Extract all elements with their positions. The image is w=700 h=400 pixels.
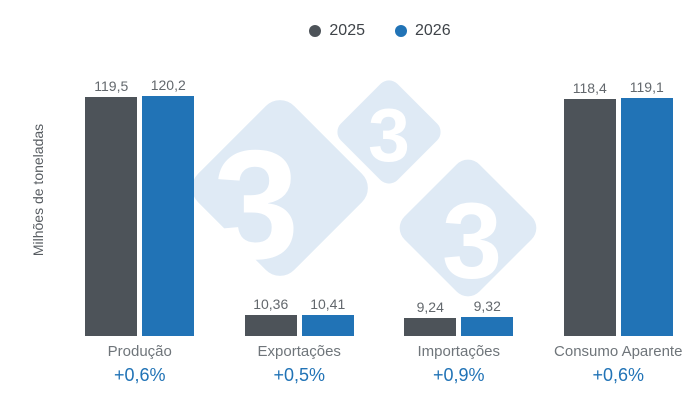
legend-item-2025: 2025 — [309, 22, 365, 39]
bar-column-2025: 118,4 — [563, 80, 616, 336]
y-axis-label: Milhões de toneladas — [30, 123, 46, 257]
bar-2026 — [142, 96, 195, 336]
bar-2025 — [244, 315, 297, 336]
bar-2026 — [620, 98, 673, 336]
bar-column-2025: 10,36 — [244, 296, 297, 336]
category-label: Importações — [417, 343, 501, 360]
legend-item-2026: 2026 — [395, 22, 451, 39]
bar-value-label: 119,5 — [94, 78, 129, 94]
bar-pair: 118,4 119,1 — [563, 79, 673, 336]
change-label: +0,6% — [592, 365, 645, 385]
bar-pair: 119,5 120,2 — [85, 77, 195, 336]
plot-area: 119,5 120,2 Produção +0,6% 10,36 10,41 Exporta… — [60, 55, 698, 386]
change-label: +0,5% — [273, 365, 326, 385]
bar-value-label: 118,4 — [572, 80, 607, 96]
bar-value-label: 119,1 — [629, 79, 664, 95]
bar-column-2026: 9,32 — [461, 298, 514, 336]
legend-label-2026: 2026 — [415, 22, 451, 39]
bar-2025 — [85, 97, 138, 336]
bar-group: 9,24 9,32 Importações +0,9% — [379, 55, 539, 386]
bar-value-label: 10,41 — [310, 296, 346, 312]
change-label: +0,9% — [432, 365, 485, 385]
bar-value-label: 9,24 — [416, 299, 444, 315]
bar-group: 119,5 120,2 Produção +0,6% — [60, 55, 220, 386]
bar-column-2026: 119,1 — [620, 79, 673, 336]
bar-value-label: 120,2 — [150, 77, 186, 93]
bar-2025 — [404, 318, 457, 336]
bar-2026 — [461, 317, 514, 336]
bar-group: 10,36 10,41 Exportações +0,5% — [220, 55, 380, 386]
bar-pair: 9,24 9,32 — [404, 298, 514, 336]
bar-value-label: 9,32 — [473, 298, 501, 314]
bar-value-label: 10,36 — [253, 296, 289, 312]
legend-swatch-2026 — [395, 24, 407, 37]
bar-group: 118,4 119,1 Consumo Aparente +0,6% — [539, 55, 699, 386]
bar-2026 — [301, 315, 354, 336]
change-label: +0,6% — [113, 365, 166, 385]
bar-2025 — [563, 99, 616, 336]
bar-column-2025: 119,5 — [85, 78, 138, 336]
bar-column-2026: 120,2 — [142, 77, 195, 336]
legend-swatch-2025 — [309, 24, 322, 37]
bar-column-2026: 10,41 — [301, 296, 354, 336]
bar-pair: 10,36 10,41 — [244, 296, 354, 336]
category-label: Consumo Aparente — [554, 343, 683, 360]
legend: 2025 2026 — [60, 22, 700, 39]
category-label: Produção — [107, 343, 172, 360]
legend-label-2025: 2025 — [329, 22, 365, 39]
category-label: Exportações — [257, 343, 341, 360]
bar-column-2025: 9,24 — [404, 299, 457, 336]
